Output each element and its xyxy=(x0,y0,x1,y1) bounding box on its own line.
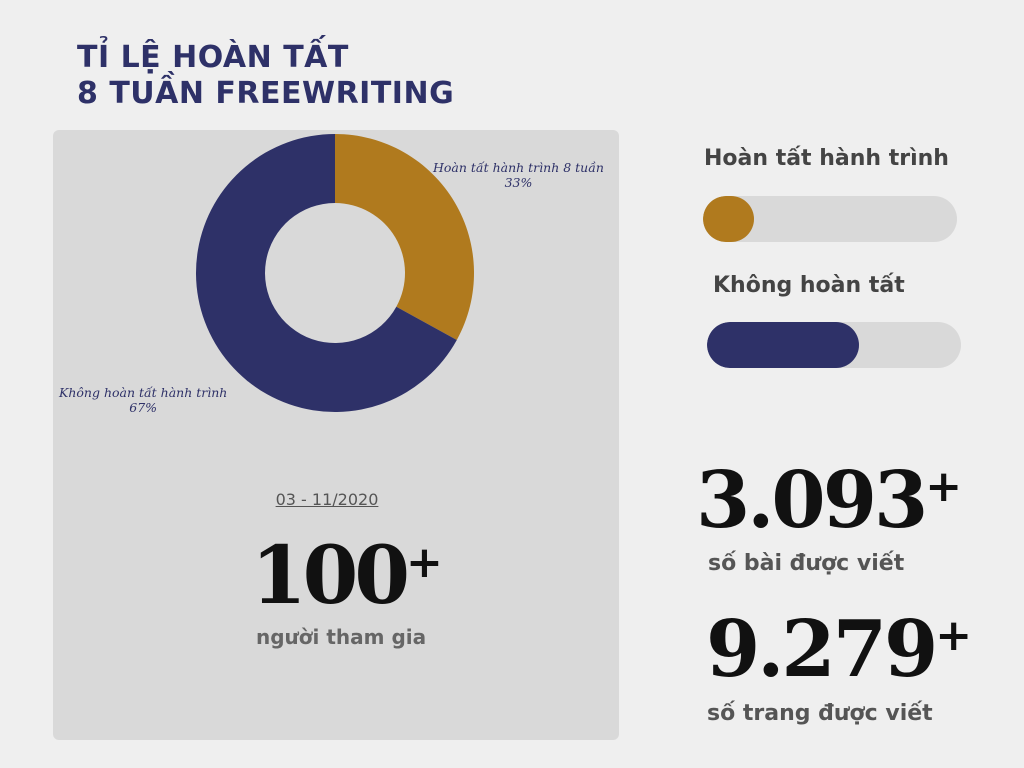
slice-label-complete-name: Hoàn tất hành trình 8 tuần xyxy=(433,160,604,175)
donut-slice-complete xyxy=(335,134,474,340)
participants-count: 100+ xyxy=(251,528,451,622)
donut-slice-incomplete xyxy=(196,134,457,412)
participants-caption: người tham gia xyxy=(256,625,427,649)
pages-number: 9.279 xyxy=(706,604,938,695)
progress-track-incomplete xyxy=(707,322,961,368)
slice-label-complete-value: 33% xyxy=(504,175,533,190)
progress-fill-complete xyxy=(703,196,754,242)
page-title: TỈ LỆ HOÀN TẤT 8 TUẦN FREEWRITING xyxy=(77,40,454,112)
slice-label-incomplete-value: 67% xyxy=(129,400,158,415)
progress-label-incomplete: Không hoàn tất xyxy=(713,273,905,298)
progress-label-complete: Hoàn tất hành trình xyxy=(704,146,949,171)
posts-count: 3.093+ xyxy=(696,455,962,546)
posts-caption: số bài được viết xyxy=(708,551,905,576)
date-range: 03 - 11/2020 xyxy=(275,490,379,509)
posts-number: 3.093 xyxy=(696,455,928,546)
slice-label-incomplete: Không hoàn tất hành trình 67% xyxy=(59,385,227,415)
donut-chart xyxy=(196,134,474,412)
progress-track-complete xyxy=(703,196,957,242)
participants-number: 100 xyxy=(251,528,410,622)
chart-panel: Hoàn tất hành trình 8 tuần 33% Không hoà… xyxy=(53,130,619,740)
pages-caption: số trang được viết xyxy=(707,701,933,726)
pages-count: 9.279+ xyxy=(706,604,972,695)
participants-plus: + xyxy=(406,537,443,588)
pages-plus: + xyxy=(935,610,973,661)
progress-fill-incomplete xyxy=(707,322,860,368)
title-line-2: 8 TUẦN FREEWRITING xyxy=(77,76,455,111)
slice-label-complete: Hoàn tất hành trình 8 tuần 33% xyxy=(433,160,604,190)
slice-label-incomplete-name: Không hoàn tất hành trình xyxy=(59,385,228,400)
posts-plus: + xyxy=(925,461,963,512)
title-line-1: TỈ LỆ HOÀN TẤT xyxy=(77,40,349,75)
